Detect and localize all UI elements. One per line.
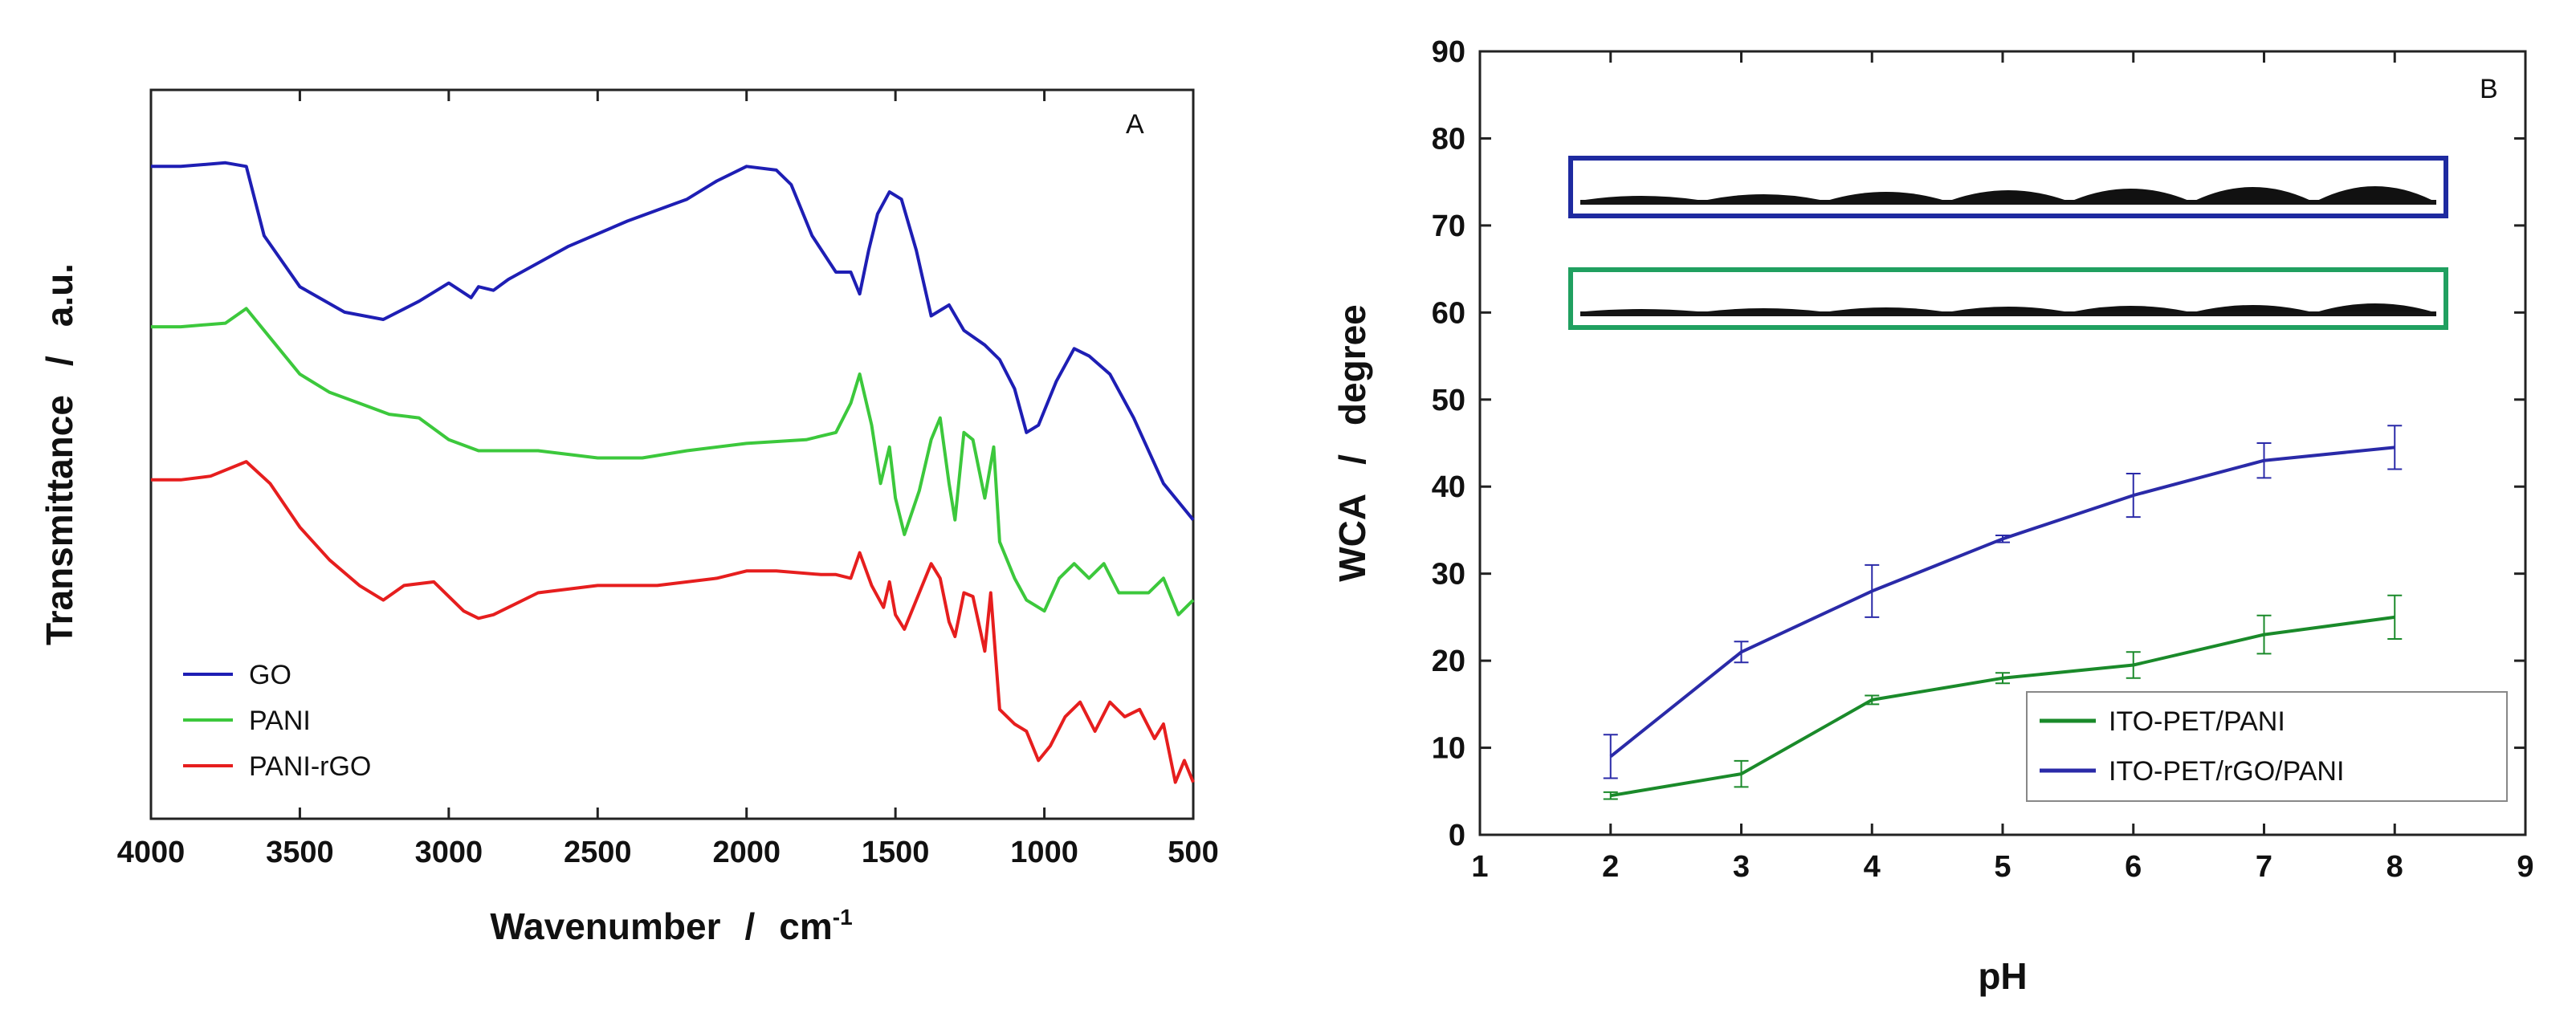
panel-a-series-line-pani-rgo [151, 460, 1195, 784]
panel-b-x-tick-label: 1 [1471, 850, 1488, 884]
panel-b-y-tick-label: 80 [1432, 122, 1465, 156]
panel-b-y-tick-label: 20 [1432, 645, 1465, 678]
droplet [2074, 189, 2187, 200]
panel-a-x-ticks: 4000 3500 3000 2500 2000 1500 1000 500 [117, 90, 1219, 869]
droplet-inset-rgo-pani-frame [1568, 156, 2448, 218]
panel-a-plot-frame [149, 88, 1195, 820]
panel-a-x-tick-label: 2500 [564, 836, 632, 869]
droplet-substrate [1580, 311, 2436, 316]
panel-a-legend-label-pani-rgo: PANI-rGO [249, 751, 371, 782]
panel-a-x-tick-label: 3000 [415, 836, 483, 869]
panel-a-series-line-pani [151, 307, 1195, 616]
panel-b-legend-label-ito-pet-rgo-pani: ITO-PET/rGO/PANI [2109, 756, 2344, 787]
panel-a-x-tick-label: 4000 [117, 836, 185, 869]
droplet-inset-pani [1568, 267, 2448, 330]
droplet-inset-pani-frame [1568, 267, 2448, 330]
droplet [1707, 194, 1820, 200]
panel-a: 4000 3500 3000 2500 2000 1500 1000 500 A GO PAN… [39, 88, 1219, 947]
droplet-inset-pani-drops [1580, 303, 2436, 316]
droplet [1951, 190, 2065, 200]
panel-a-legend-label-pani: PANI [249, 706, 311, 736]
panel-b-y-tick-label: 90 [1432, 35, 1465, 69]
panel-b-x-tick-label: 3 [1733, 850, 1750, 884]
panel-a-y-axis-label: Transmittance/a.u. [39, 263, 80, 645]
panel-a-series [151, 161, 1195, 784]
droplet [1951, 307, 2065, 311]
droplet-inset-rgo-pani-drops [1580, 186, 2436, 205]
panel-a-x-tick-label: 500 [1168, 836, 1218, 869]
panel-a-legend: GO PANI PANI-rGO [183, 660, 371, 782]
panel-b-legend-box [2026, 691, 2508, 802]
panel-a-legend-label-go: GO [249, 660, 291, 690]
droplet [1585, 309, 1698, 311]
panel-b-x-tick-label: 5 [1994, 850, 2011, 884]
panel-b-legend-label-ito-pet-pani: ITO-PET/PANI [2109, 706, 2285, 737]
panel-b-series [1603, 425, 2403, 800]
droplet [2074, 306, 2187, 311]
panel-b-x-tick-label: 9 [2517, 850, 2533, 884]
droplet-inset-rgo-pani [1568, 156, 2448, 218]
droplet [2196, 305, 2309, 311]
panel-b-y-tick-label: 40 [1432, 470, 1465, 504]
panel-b-x-tick-label: 8 [2386, 850, 2403, 884]
panel-b-letter: B [2480, 74, 2498, 104]
panel-b-y-tick-label: 70 [1432, 210, 1465, 243]
droplet [2318, 303, 2431, 311]
panel-a-x-tick-label: 2000 [712, 836, 781, 869]
panel-a-x-tick-label: 3500 [266, 836, 334, 869]
panel-b-series-line-ito-pet-pani [1610, 615, 2395, 798]
droplet [1829, 192, 1942, 200]
panel-b-y-axis-label: WCA/degree [1331, 304, 1373, 582]
panel-a-letter: A [1126, 109, 1144, 140]
panel-b-series-line-ito-pet-rgo-pani [1609, 445, 2395, 758]
panel-b-x-tick-label: 4 [1864, 850, 1881, 884]
panel-b-x-tick-label: 6 [2125, 850, 2142, 884]
droplet [1585, 196, 1698, 200]
panel-b-y-tick-label: 0 [1449, 819, 1465, 852]
panel-a-x-axis-label: Wavenumber / cm-1 [490, 905, 852, 947]
droplet [2318, 186, 2431, 200]
panel-b-x-tick-label: 2 [1602, 850, 1619, 884]
droplet-substrate [1580, 200, 2436, 205]
panel-b-y-tick-label: 30 [1432, 558, 1465, 592]
panel-b-legend: ITO-PET/PANI ITO-PET/rGO/PANI [2026, 691, 2508, 802]
panel-a-series-line-go [151, 161, 1195, 521]
panel-a-x-tick-label: 1000 [1010, 836, 1078, 869]
panel-b-y-tick-label: 10 [1432, 732, 1465, 766]
droplet [2196, 187, 2309, 200]
panel-b-y-tick-label: 50 [1432, 384, 1465, 417]
panel-b-x-axis-label: pH [1978, 955, 2027, 997]
droplet [1829, 307, 1942, 311]
panel-a-x-tick-label: 1500 [862, 836, 930, 869]
panel-b-x-tick-label: 7 [2256, 850, 2272, 884]
panel-b-y-tick-label: 60 [1432, 296, 1465, 330]
droplet [1707, 308, 1820, 311]
